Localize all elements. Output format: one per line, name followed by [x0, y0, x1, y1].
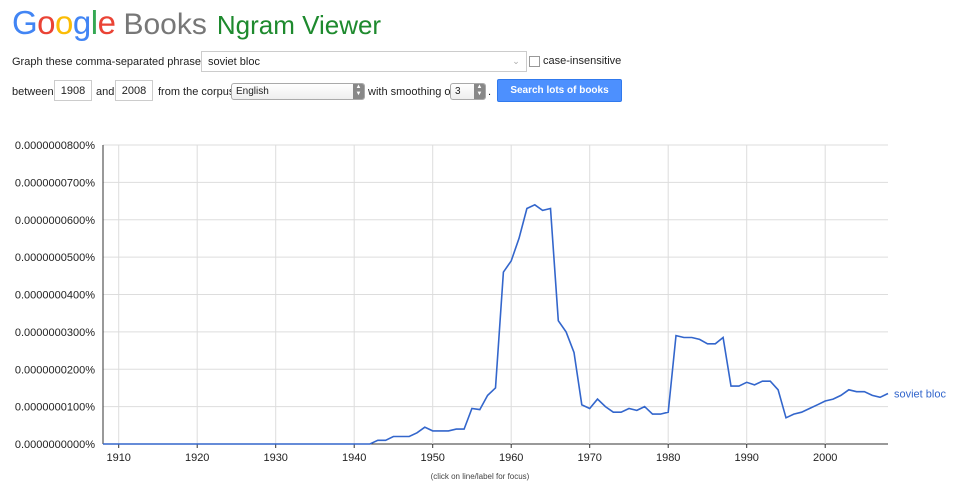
- corpus-select-value: English: [236, 86, 269, 97]
- phrase-row: Graph these comma-separated phrases:: [12, 51, 210, 73]
- phrase-label: Graph these comma-separated phrases:: [12, 56, 210, 68]
- series-line[interactable]: [103, 203, 889, 445]
- x-tick-label: 2000: [813, 452, 837, 464]
- x-tick-label: 1990: [734, 452, 758, 464]
- google-wordmark: Google: [12, 4, 116, 42]
- y-tick-label: 0.0000000100%: [15, 402, 95, 414]
- select-arrows-icon: ▲ ▼: [474, 84, 485, 99]
- corpus-select[interactable]: English ▲ ▼: [231, 83, 365, 100]
- phrase-input[interactable]: [201, 51, 527, 72]
- logo-letter: o: [37, 4, 56, 41]
- chevron-down-icon[interactable]: ⌄: [512, 56, 520, 66]
- y-tick-label: 0.0000000200%: [15, 364, 95, 376]
- start-year-input[interactable]: [54, 80, 92, 101]
- logo-letter: o: [55, 4, 73, 41]
- page-title: Ngram Viewer: [216, 10, 382, 40]
- end-year-input[interactable]: [115, 80, 153, 101]
- corpus-label: from the corpus: [158, 86, 235, 98]
- select-arrows-icon: ▲ ▼: [353, 84, 364, 99]
- logo-letter: G: [12, 4, 38, 41]
- logo-letter: g: [72, 4, 91, 41]
- y-tick-label: 0.0000000700%: [15, 177, 95, 189]
- x-tick-label: 1940: [342, 452, 366, 464]
- x-tick-label: 1910: [106, 452, 130, 464]
- x-tick-label: 1960: [499, 452, 523, 464]
- y-tick-label: 0.0000000800%: [15, 140, 95, 152]
- chart-caption: (click on line/label for focus): [430, 472, 530, 481]
- logo-letter: l: [90, 4, 98, 41]
- x-tick-label: 1970: [577, 452, 601, 464]
- y-tick-label: 0.0000000500%: [15, 252, 95, 264]
- search-button[interactable]: Search lots of books: [497, 79, 622, 102]
- between-label: between: [12, 86, 54, 98]
- y-tick-label: 0.0000000300%: [15, 327, 95, 339]
- case-insensitive-checkbox[interactable]: [529, 56, 540, 67]
- x-tick-label: 1920: [185, 452, 209, 464]
- x-tick-label: 1980: [656, 452, 680, 464]
- period-text: .: [488, 86, 492, 98]
- logo-letter: e: [97, 4, 116, 41]
- smoothing-select[interactable]: 3 ▲ ▼: [450, 83, 486, 100]
- smoothing-label: with smoothing of: [368, 86, 454, 98]
- and-label: and: [96, 86, 115, 98]
- series-label[interactable]: soviet bloc: [894, 389, 946, 401]
- y-tick-label: 0.0000000600%: [15, 215, 95, 227]
- y-tick-label: 0.0000000000%: [15, 439, 95, 451]
- y-tick-label: 0.0000000400%: [15, 290, 95, 302]
- case-insensitive-label: case-insensitive: [543, 55, 622, 67]
- smoothing-select-value: 3: [455, 86, 461, 97]
- books-wordmark: Books: [123, 8, 207, 41]
- x-tick-label: 1930: [263, 452, 287, 464]
- x-tick-label: 1950: [420, 452, 444, 464]
- google-books-logo[interactable]: Google Books Ngram Viewer: [12, 4, 381, 44]
- ngram-chart: 0.0000000000% 0.0000000100% 0.0000000200% 0…: [15, 140, 947, 464]
